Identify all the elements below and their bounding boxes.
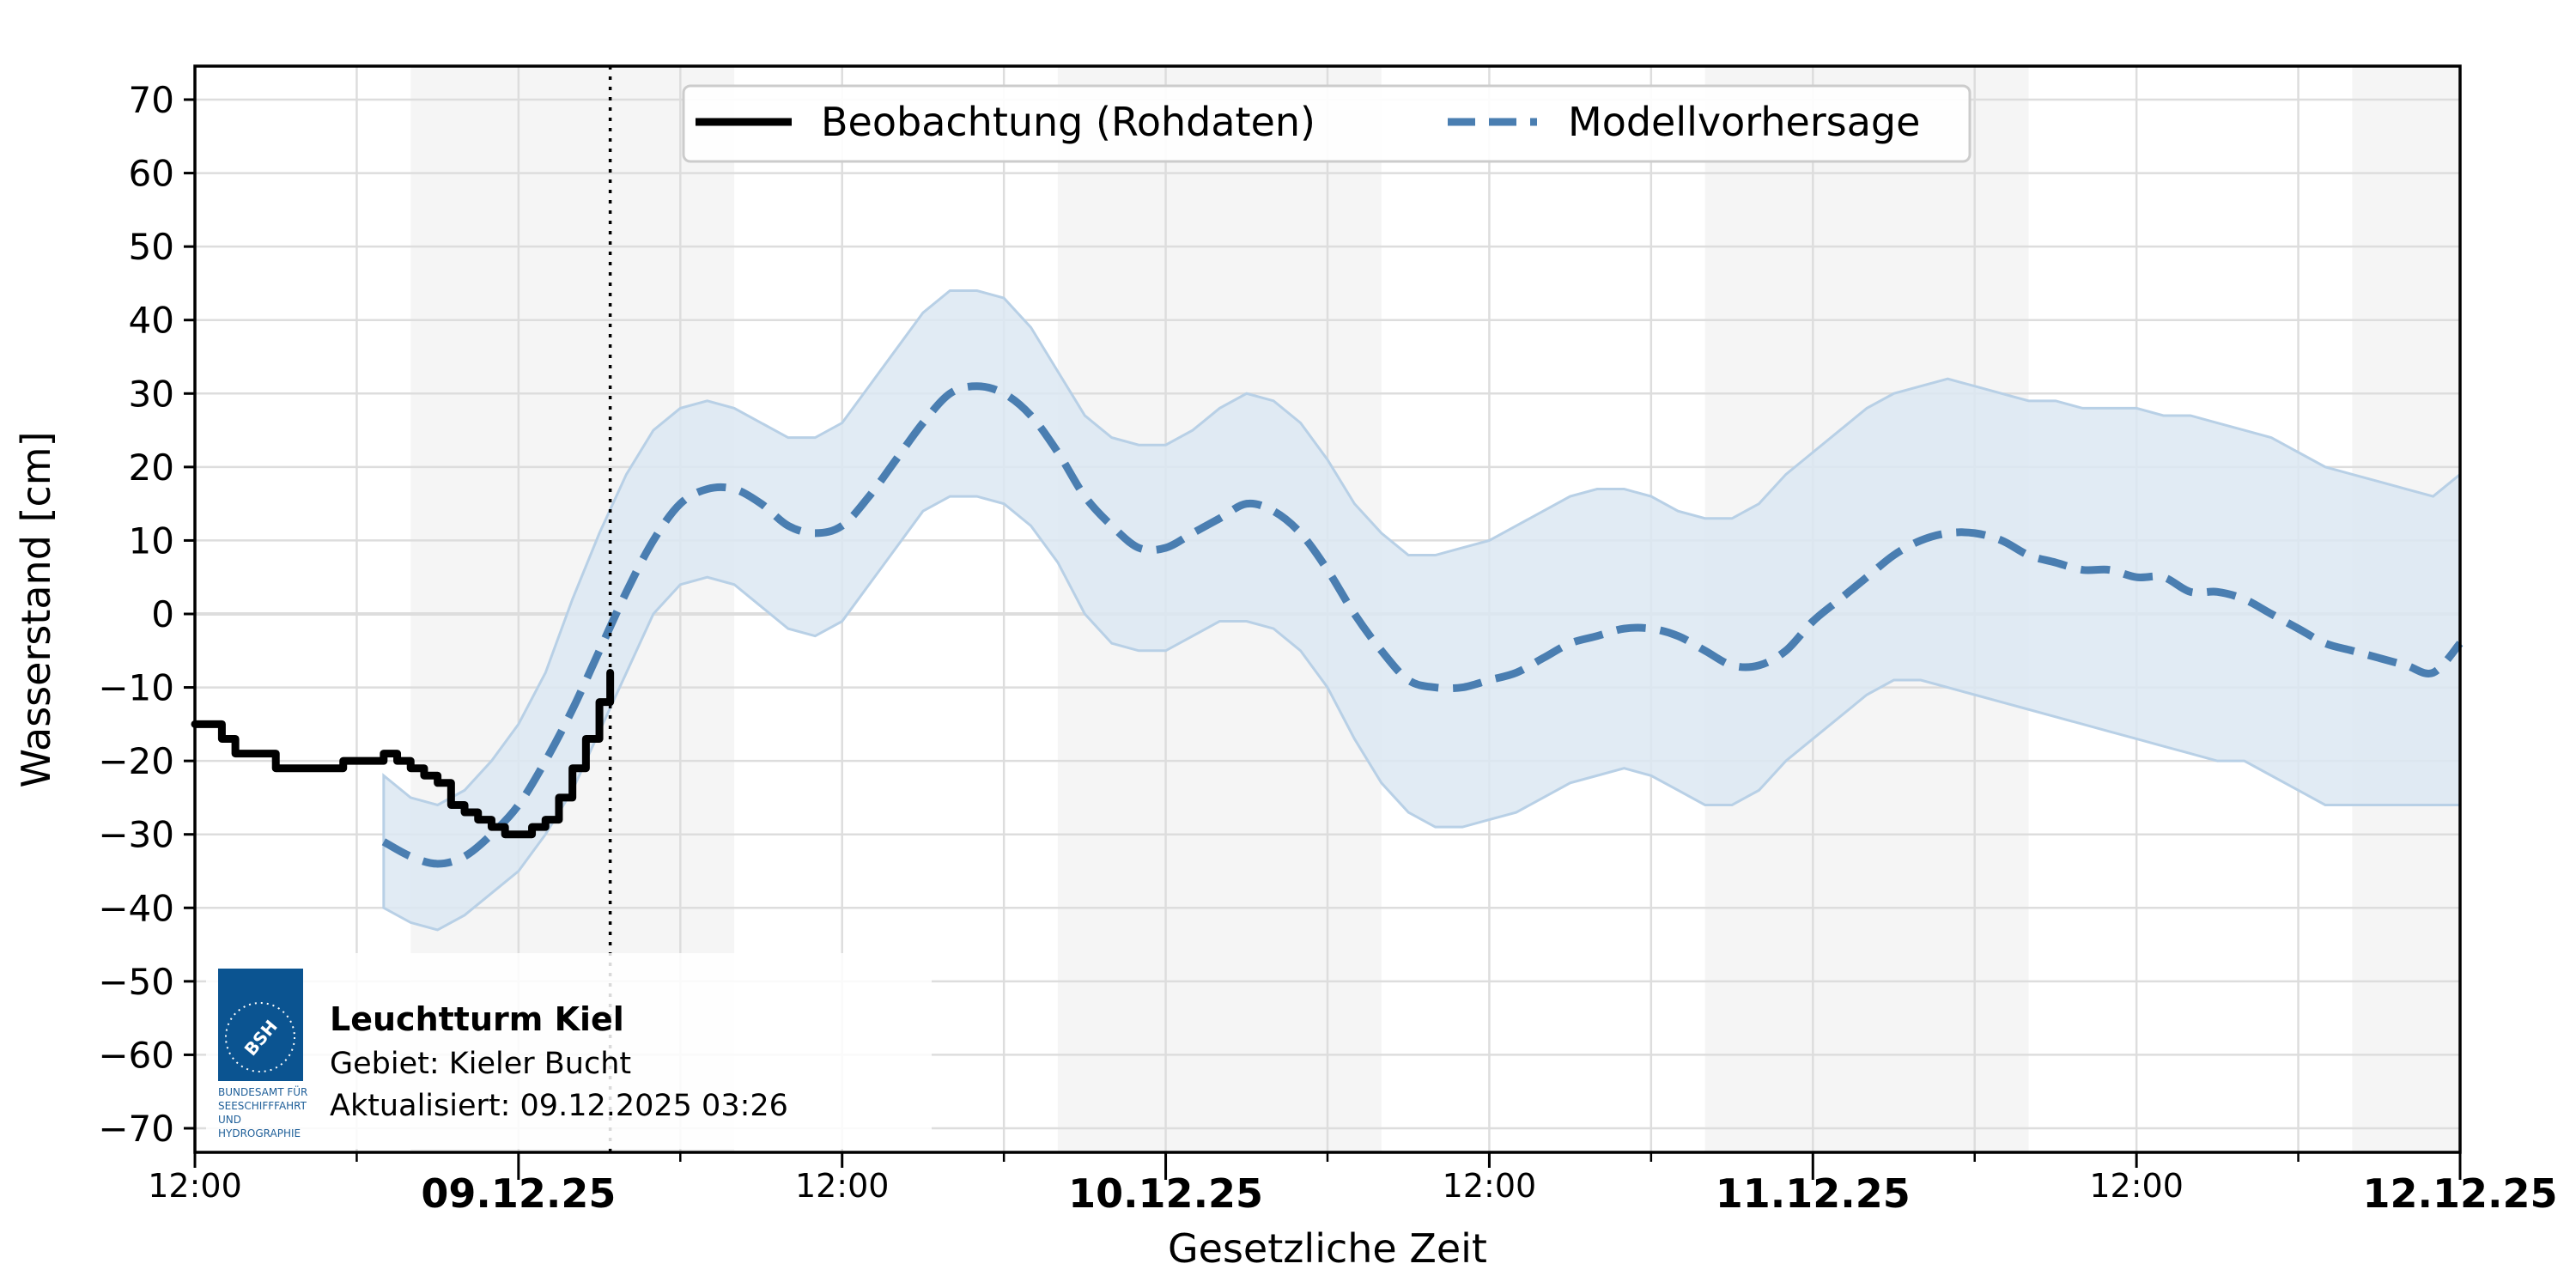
x-time-label: 12:00 <box>1443 1167 1537 1205</box>
y-tick-label: 10 <box>129 519 174 562</box>
y-tick-label: −50 <box>98 961 174 1003</box>
y-tick-label: 40 <box>129 300 174 342</box>
forecast-line <box>381 382 2464 868</box>
legend-observation-label: Beobachtung (Rohdaten) <box>821 99 1315 145</box>
station-info-box: BSH BUNDESAMT FÜR SEESCHIFFFAHRT UND HYD… <box>206 953 932 1149</box>
observation-line <box>191 668 615 839</box>
y-tick-label: 0 <box>151 593 174 635</box>
y-tick-label: 70 <box>129 79 174 121</box>
y-tick-label: −20 <box>98 740 174 782</box>
x-date-label: 09.12.25 <box>421 1170 616 1217</box>
y-tick-label: 20 <box>129 447 174 489</box>
y-tick-label: 30 <box>129 373 174 415</box>
y-tick-label: −60 <box>98 1034 174 1076</box>
x-axis-title: Gesetzliche Zeit <box>1168 1225 1487 1272</box>
legend: Beobachtung (Rohdaten) Modellvorhersage <box>682 84 1971 163</box>
y-axis-title: Wasserstand [cm] <box>13 431 59 787</box>
bsh-caption-line-4: HYDROGRAPHIE <box>218 1127 301 1139</box>
x-axis-tick-labels: 12:00 09.12.25 12:00 10.12.25 12:00 11.12.25 1… <box>148 1167 2557 1217</box>
x-time-label: 12:00 <box>2089 1167 2184 1205</box>
x-date-label: 12.12.25 <box>2363 1170 2558 1217</box>
y-axis-tick-labels: 70 60 50 40 30 20 10 0 −10 −20 −30 −40 −50 −60 −70 <box>98 79 174 1150</box>
x-date-label: 11.12.25 <box>1716 1170 1911 1217</box>
legend-forecast-label: Modellvorhersage <box>1568 99 1920 145</box>
series-lines <box>191 382 2464 868</box>
station-area: Gebiet: Kieler Bucht <box>330 1047 631 1081</box>
y-tick-label: −30 <box>98 814 174 856</box>
bsh-caption-line-3: UND <box>218 1114 241 1126</box>
bsh-logo: BSH BUNDESAMT FÜR SEESCHIFFFAHRT UND HYD… <box>218 969 307 1139</box>
x-date-label: 10.12.25 <box>1068 1170 1263 1217</box>
last-updated: Aktualisiert: 09.12.2025 03:26 <box>330 1089 788 1123</box>
bsh-caption-line-1: BUNDESAMT FÜR <box>218 1084 307 1098</box>
y-tick-label: −70 <box>98 1108 174 1150</box>
y-tick-label: 60 <box>129 153 174 195</box>
axes <box>184 64 2462 1180</box>
y-tick-label: −10 <box>98 667 174 709</box>
y-tick-label: 50 <box>129 226 174 268</box>
x-time-label: 12:00 <box>148 1167 242 1205</box>
station-name: Leuchtturm Kiel <box>330 1000 624 1038</box>
x-time-label: 12:00 <box>795 1167 890 1205</box>
y-tick-label: −40 <box>98 887 174 929</box>
bsh-caption-line-2: SEESCHIFFFAHRT <box>218 1100 307 1112</box>
